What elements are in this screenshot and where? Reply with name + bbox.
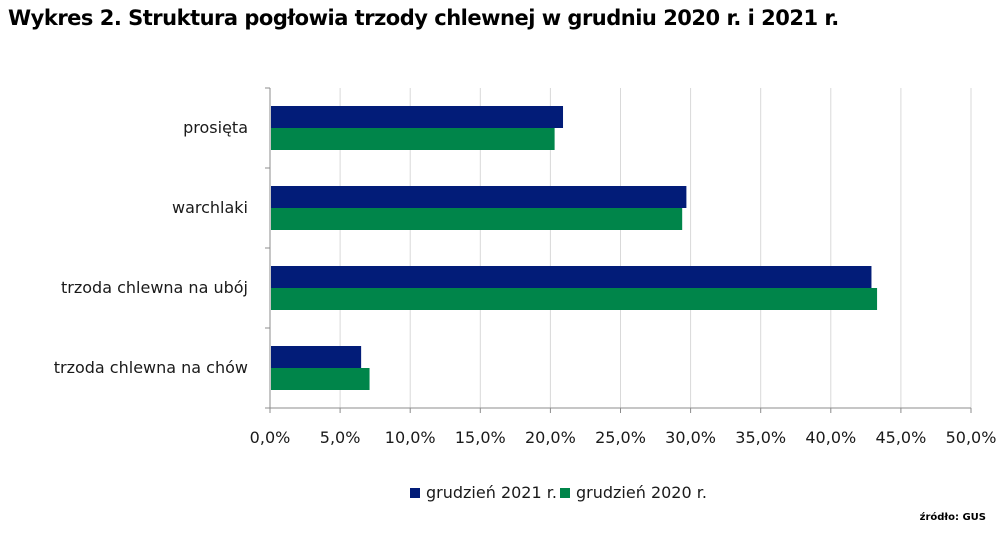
bars	[271, 106, 878, 390]
legend-label: grudzień 2020 r.	[576, 483, 707, 502]
category-labels: prosięta warchlaki trzoda chlewna na ubój t…	[54, 118, 248, 377]
legend-swatch	[410, 488, 420, 498]
bar	[271, 288, 878, 310]
category-label: prosięta	[183, 118, 248, 137]
bar	[271, 186, 687, 208]
bar	[271, 368, 370, 390]
x-tick-label: 5,0%	[320, 428, 361, 447]
x-tick-label: 45,0%	[875, 428, 926, 447]
x-tick-label: 50,0%	[946, 428, 997, 447]
category-label: warchlaki	[172, 198, 248, 217]
legend: grudzień 2021 r. grudzień 2020 r.	[410, 483, 707, 502]
tick-labels: 0,0% 5,0% 10,0% 15,0% 20,0% 25,0% 30,0% 35,0% 40…	[250, 428, 997, 447]
chart-title: Wykres 2. Struktura pogłowia trzody chle…	[8, 6, 839, 30]
x-tick-label: 15,0%	[455, 428, 506, 447]
x-tick-label: 30,0%	[665, 428, 716, 447]
category-label: trzoda chlewna na chów	[54, 358, 248, 377]
bar	[271, 266, 872, 288]
axes	[265, 87, 972, 413]
bar	[271, 346, 362, 368]
x-tick-label: 40,0%	[805, 428, 856, 447]
legend-label: grudzień 2021 r.	[426, 483, 557, 502]
x-tick-label: 0,0%	[250, 428, 291, 447]
bar	[271, 128, 555, 150]
x-tick-label: 20,0%	[525, 428, 576, 447]
bar	[271, 106, 564, 128]
source-note: źródło: GUS	[919, 512, 986, 523]
x-tick-label: 25,0%	[595, 428, 646, 447]
category-label: trzoda chlewna na ubój	[61, 278, 248, 297]
legend-swatch	[560, 488, 570, 498]
x-tick-label: 35,0%	[735, 428, 786, 447]
x-tick-label: 10,0%	[385, 428, 436, 447]
bar	[271, 208, 683, 230]
